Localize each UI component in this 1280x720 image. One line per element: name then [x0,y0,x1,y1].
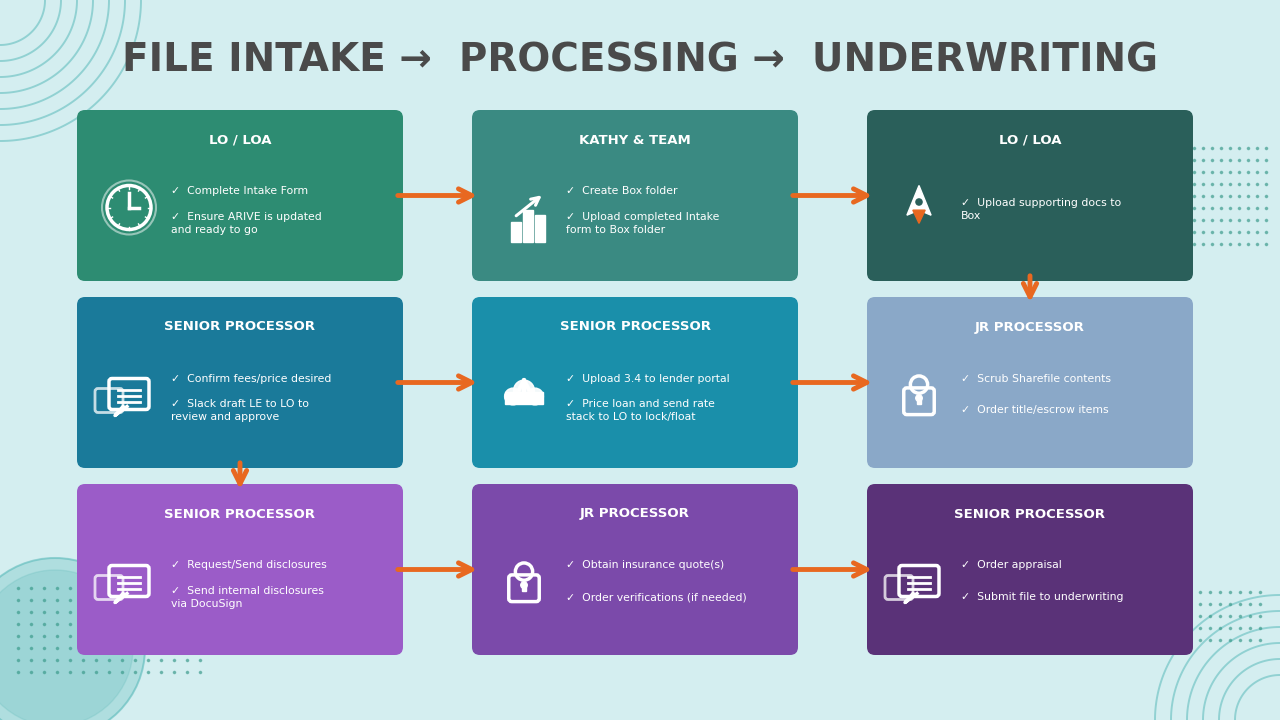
Text: ✓  Obtain insurance quote(s): ✓ Obtain insurance quote(s) [566,560,724,570]
Text: KATHY & TEAM: KATHY & TEAM [579,133,691,146]
Text: ✓  Complete Intake Form: ✓ Complete Intake Form [172,186,308,197]
FancyBboxPatch shape [472,484,797,655]
Bar [515,572,532,582]
Bar [535,215,545,241]
FancyBboxPatch shape [472,110,797,281]
Bar [524,210,532,241]
Text: ✓  Create Box folder: ✓ Create Box folder [566,186,677,197]
Text: ✓  Upload supporting docs to
Box: ✓ Upload supporting docs to Box [961,198,1121,221]
Bar [910,384,928,395]
Text: FILE INTAKE →  PROCESSING →  UNDERWRITING: FILE INTAKE → PROCESSING → UNDERWRITING [122,41,1158,79]
Circle shape [521,582,527,588]
Circle shape [0,570,133,720]
FancyBboxPatch shape [867,484,1193,655]
Text: ✓  Order verifications (if needed): ✓ Order verifications (if needed) [566,593,746,603]
Text: ✓  Upload 3.4 to lender portal: ✓ Upload 3.4 to lender portal [566,374,730,384]
Text: ✓  Confirm fees/price desired: ✓ Confirm fees/price desired [172,374,332,384]
Text: ✓  Send internal disclosures
via DocuSign: ✓ Send internal disclosures via DocuSign [172,585,324,609]
Text: LO / LOA: LO / LOA [998,133,1061,146]
Text: SENIOR PROCESSOR: SENIOR PROCESSOR [559,320,710,333]
FancyBboxPatch shape [867,110,1193,281]
FancyBboxPatch shape [77,297,403,468]
Bar [511,222,521,241]
Circle shape [0,558,145,720]
FancyBboxPatch shape [77,110,403,281]
FancyBboxPatch shape [472,297,797,468]
Text: ✓  Scrub Sharefile contents: ✓ Scrub Sharefile contents [961,374,1111,384]
Text: SENIOR PROCESSOR: SENIOR PROCESSOR [165,508,315,521]
Text: SENIOR PROCESSOR: SENIOR PROCESSOR [165,320,315,333]
Circle shape [526,388,544,405]
Text: JR PROCESSOR: JR PROCESSOR [580,508,690,521]
Text: ✓  Ensure ARIVE is updated
and ready to go: ✓ Ensure ARIVE is updated and ready to g… [172,212,321,235]
Circle shape [916,199,922,205]
Text: ✓  Request/Send disclosures: ✓ Request/Send disclosures [172,560,326,570]
Text: ✓  Order appraisal: ✓ Order appraisal [961,560,1061,570]
Text: ✓  Slack draft LE to LO to
review and approve: ✓ Slack draft LE to LO to review and app… [172,399,308,423]
Text: ✓  Order title/escrow items: ✓ Order title/escrow items [961,405,1108,415]
Circle shape [915,395,922,401]
Text: SENIOR PROCESSOR: SENIOR PROCESSOR [955,508,1106,521]
Text: LO / LOA: LO / LOA [209,133,271,146]
FancyBboxPatch shape [867,297,1193,468]
Bar [522,585,526,591]
Bar [506,392,543,403]
Bar [918,398,920,404]
Text: JR PROCESSOR: JR PROCESSOR [975,320,1085,333]
Circle shape [504,388,521,405]
Polygon shape [913,210,925,223]
Text: ✓  Submit file to underwriting: ✓ Submit file to underwriting [961,593,1124,603]
Circle shape [513,380,535,401]
Text: ✓  Upload completed Intake
form to Box folder: ✓ Upload completed Intake form to Box fo… [566,212,719,235]
Polygon shape [908,186,931,215]
Text: ✓  Price loan and send rate
stack to LO to lock/float: ✓ Price loan and send rate stack to LO t… [566,399,714,423]
FancyBboxPatch shape [77,484,403,655]
